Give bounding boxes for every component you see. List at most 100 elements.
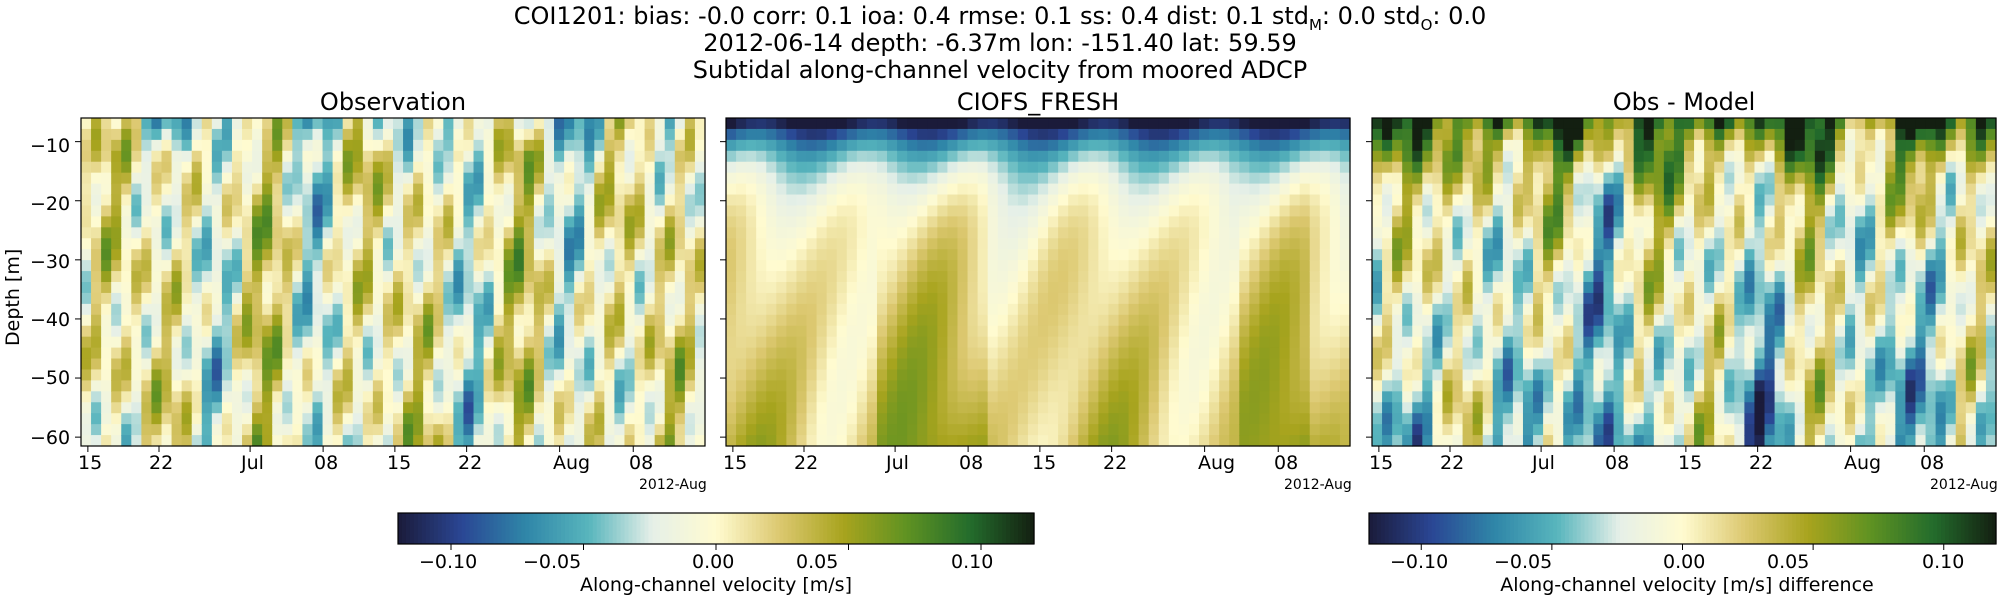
heatmap-cell xyxy=(533,369,545,381)
heatmap-cell xyxy=(262,347,273,360)
heatmap-cell xyxy=(1422,172,1433,185)
heatmap-cell xyxy=(1088,271,1099,283)
heatmap-cell xyxy=(977,336,989,349)
x-tick-label: 08 xyxy=(314,452,339,474)
heatmap-cell xyxy=(1442,391,1454,403)
heatmap-cell xyxy=(1583,358,1595,371)
heatmap-cell xyxy=(543,118,555,130)
heatmap-cell xyxy=(604,435,616,447)
heatmap-cell xyxy=(876,260,888,272)
heatmap-cell xyxy=(806,139,818,152)
heatmap-cell xyxy=(1462,227,1474,239)
heatmap-cell xyxy=(262,314,273,327)
heatmap-cell xyxy=(1339,128,1351,141)
heatmap-cell xyxy=(292,118,304,130)
heatmap-cell xyxy=(211,402,223,414)
heatmap-cell xyxy=(473,227,485,239)
heatmap-cell xyxy=(161,271,173,283)
heatmap-cell xyxy=(674,194,686,207)
heatmap-cell xyxy=(614,292,626,305)
heatmap-cell xyxy=(987,183,999,196)
heatmap-cell xyxy=(1329,183,1341,196)
heatmap-cell xyxy=(1229,435,1240,447)
heatmap-cell xyxy=(1452,128,1464,141)
heatmap-cell xyxy=(997,358,1009,371)
heatmap-cell xyxy=(1239,161,1250,174)
heatmap-cell xyxy=(161,139,173,152)
heatmap-cell xyxy=(796,303,808,316)
heatmap-cell xyxy=(403,249,414,261)
heatmap-cell xyxy=(554,424,565,436)
heatmap-cell xyxy=(171,336,183,349)
heatmap-cell xyxy=(433,347,444,360)
heatmap-cell xyxy=(634,358,646,371)
heatmap-cell xyxy=(533,358,545,371)
heatmap-cell xyxy=(1148,292,1160,305)
heatmap-cell xyxy=(1199,183,1210,196)
heatmap-cell xyxy=(1663,128,1675,141)
heatmap-cell xyxy=(1704,402,1715,414)
heatmap-cell xyxy=(1058,336,1069,349)
heatmap-cell xyxy=(756,194,767,207)
heatmap-cell xyxy=(1462,161,1474,174)
heatmap-cell xyxy=(736,150,747,163)
heatmap-cell xyxy=(1038,271,1049,283)
heatmap-cell xyxy=(1259,249,1271,261)
heatmap-cell xyxy=(1422,303,1433,316)
heatmap-cell xyxy=(242,205,253,217)
heatmap-cell xyxy=(1128,150,1140,163)
heatmap-cell xyxy=(1482,172,1494,185)
heatmap-cell xyxy=(393,260,404,272)
heatmap-cell xyxy=(816,172,828,185)
heatmap-cell xyxy=(221,172,233,185)
heatmap-cell xyxy=(1583,347,1595,360)
heatmap-cell xyxy=(1502,336,1514,349)
heatmap-cell xyxy=(897,139,908,152)
heatmap-cell xyxy=(947,205,959,217)
heatmap-cell xyxy=(382,358,394,371)
heatmap-cell xyxy=(463,325,475,338)
heatmap-cell xyxy=(806,325,818,338)
heatmap-cell xyxy=(1442,194,1454,207)
heatmap-cell xyxy=(766,358,777,371)
heatmap-cell xyxy=(151,271,163,283)
heatmap-cell xyxy=(1563,336,1574,349)
heatmap-cell xyxy=(1269,249,1281,261)
heatmap-cell xyxy=(1138,260,1150,272)
heatmap-cell xyxy=(1422,227,1433,239)
heatmap-cell xyxy=(1269,424,1281,436)
heatmap-cell xyxy=(654,424,666,436)
heatmap-cell xyxy=(1512,128,1524,141)
heatmap-cell xyxy=(382,292,394,305)
heatmap-cell xyxy=(1643,391,1655,403)
heatmap-cell xyxy=(917,128,928,141)
heatmap-cell xyxy=(927,413,938,425)
heatmap-cell xyxy=(1633,238,1645,250)
heatmap-cell xyxy=(483,118,495,130)
heatmap-cell xyxy=(382,260,394,272)
heatmap-cell xyxy=(1744,413,1756,425)
heatmap-cell xyxy=(1078,183,1089,196)
heatmap-cell xyxy=(907,380,918,392)
heatmap-cell xyxy=(766,118,777,130)
heatmap-cell xyxy=(413,402,424,414)
heatmap-cell xyxy=(543,369,555,381)
heatmap-cell xyxy=(796,402,808,414)
heatmap-cell xyxy=(1673,369,1685,381)
heatmap-cell xyxy=(91,413,102,425)
heatmap-cell xyxy=(887,424,898,436)
heatmap-cell xyxy=(443,249,454,261)
heatmap-cell xyxy=(1684,150,1695,163)
heatmap-cell xyxy=(746,314,757,327)
heatmap-cell xyxy=(1299,347,1311,360)
heatmap-cell xyxy=(1543,402,1554,414)
figure-title-line1: COI1201: bias: -0.0 corr: 0.1 ioa: 0.4 r… xyxy=(0,3,2000,38)
heatmap-cell xyxy=(826,314,838,327)
heatmap-cell xyxy=(1432,183,1444,196)
heatmap-cell xyxy=(846,216,858,228)
heatmap-cell xyxy=(574,292,585,305)
heatmap-cell xyxy=(1108,172,1120,185)
heatmap-cell xyxy=(1088,391,1099,403)
heatmap-cell xyxy=(1724,150,1735,163)
heatmap-cell xyxy=(1583,260,1595,272)
